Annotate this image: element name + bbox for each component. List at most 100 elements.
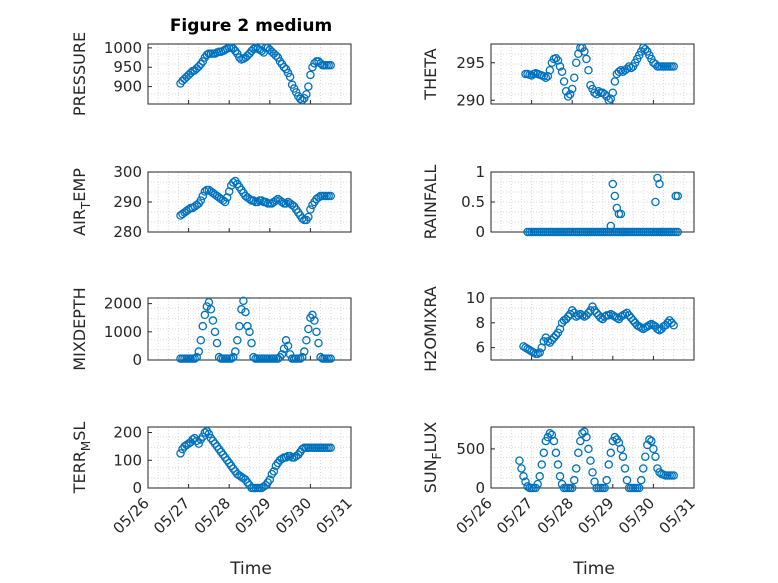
data-point [241, 307, 250, 317]
data-point [304, 324, 313, 334]
data-point [616, 444, 626, 454]
data-point [231, 347, 240, 356]
data-point [590, 88, 599, 98]
subplot-mixdepth: 0 1000 2000 MIXDEPTH [70, 287, 352, 371]
data-point [326, 443, 335, 453]
data-point [229, 178, 238, 187]
data-point [541, 73, 551, 83]
data-point [304, 82, 313, 91]
data-point [549, 436, 559, 446]
data-point [580, 427, 589, 436]
data-point [235, 321, 244, 331]
data-point [576, 436, 585, 446]
data-point [535, 348, 544, 357]
data-point [557, 67, 567, 77]
data-point [610, 432, 620, 442]
data-point [665, 316, 674, 325]
data-point [567, 84, 577, 94]
data-point [200, 187, 210, 196]
data-point [298, 95, 307, 105]
y-tick-label: 280 [113, 223, 142, 241]
data-point [669, 62, 678, 71]
data-point [326, 354, 335, 363]
plot-frame [147, 297, 352, 361]
data-point [649, 444, 658, 454]
data-point [582, 311, 591, 320]
y-tick-label: 500 [456, 440, 485, 458]
data-point [523, 482, 532, 491]
data-point [604, 311, 613, 320]
data-point [551, 448, 561, 458]
y-tick-label: 1000 [104, 39, 142, 57]
data-point [198, 191, 208, 201]
y-tick-label: 2000 [104, 295, 142, 313]
data-point [229, 44, 238, 53]
data-point [600, 483, 609, 493]
data-point [582, 432, 591, 442]
data-point [306, 205, 315, 214]
subplot-air-temp: 280 290 300 AIRTEMP [70, 163, 352, 241]
data-point [245, 327, 254, 337]
data-point [220, 197, 230, 207]
data-point [614, 67, 624, 77]
data-point [302, 336, 311, 345]
data-point [253, 197, 262, 207]
data-point [314, 338, 323, 348]
data-point [636, 323, 646, 333]
data-point [249, 352, 258, 362]
data-point [606, 448, 616, 458]
data-point [277, 197, 287, 207]
data-point [657, 227, 666, 237]
data-point [655, 179, 664, 189]
data-point [574, 311, 583, 320]
data-point [569, 475, 579, 485]
data-point [188, 435, 197, 444]
data-point [194, 439, 203, 448]
data-point [226, 354, 236, 363]
data-point [616, 209, 626, 219]
x-axis-label-right: Time [572, 559, 615, 579]
data-point [304, 212, 313, 222]
data-point [618, 227, 628, 237]
data-point [673, 191, 683, 201]
data-point [545, 66, 555, 75]
y-tick-label: 1 [475, 163, 485, 181]
data-point [626, 313, 636, 323]
data-point [196, 196, 206, 205]
y-axis-label: SUNFLUX [421, 422, 444, 494]
data-point [608, 88, 618, 98]
y-tick-label: 0 [132, 351, 142, 369]
data-point [565, 90, 575, 99]
plot-frame [490, 43, 695, 105]
y-tick-label: 0 [475, 479, 485, 497]
data-point [604, 96, 613, 105]
y-tick-label: 900 [113, 78, 142, 96]
data-point [590, 306, 599, 315]
data-point [645, 321, 654, 330]
data-point [229, 352, 238, 362]
data-point [645, 435, 654, 444]
data-point [641, 452, 650, 461]
data-point [641, 45, 650, 54]
data-point [600, 90, 609, 99]
data-point [610, 191, 620, 201]
data-point [271, 196, 281, 205]
y-tick-label: 0 [475, 223, 485, 241]
y-axis-label: THETA [421, 48, 440, 100]
data-point [622, 308, 632, 318]
data-point [295, 354, 305, 363]
data-point [239, 296, 248, 306]
data-point [539, 448, 549, 458]
data-point [624, 311, 634, 320]
y-tick-label: 0 [132, 479, 142, 497]
data-point [198, 321, 208, 331]
data-point [561, 314, 571, 324]
data-point [265, 475, 275, 484]
y-axis-label: AIRTEMP [70, 168, 93, 236]
data-point [206, 305, 216, 314]
plot-frame [147, 43, 352, 105]
data-point [190, 354, 199, 363]
y-tick-label: 290 [456, 91, 485, 109]
data-point [519, 472, 528, 481]
